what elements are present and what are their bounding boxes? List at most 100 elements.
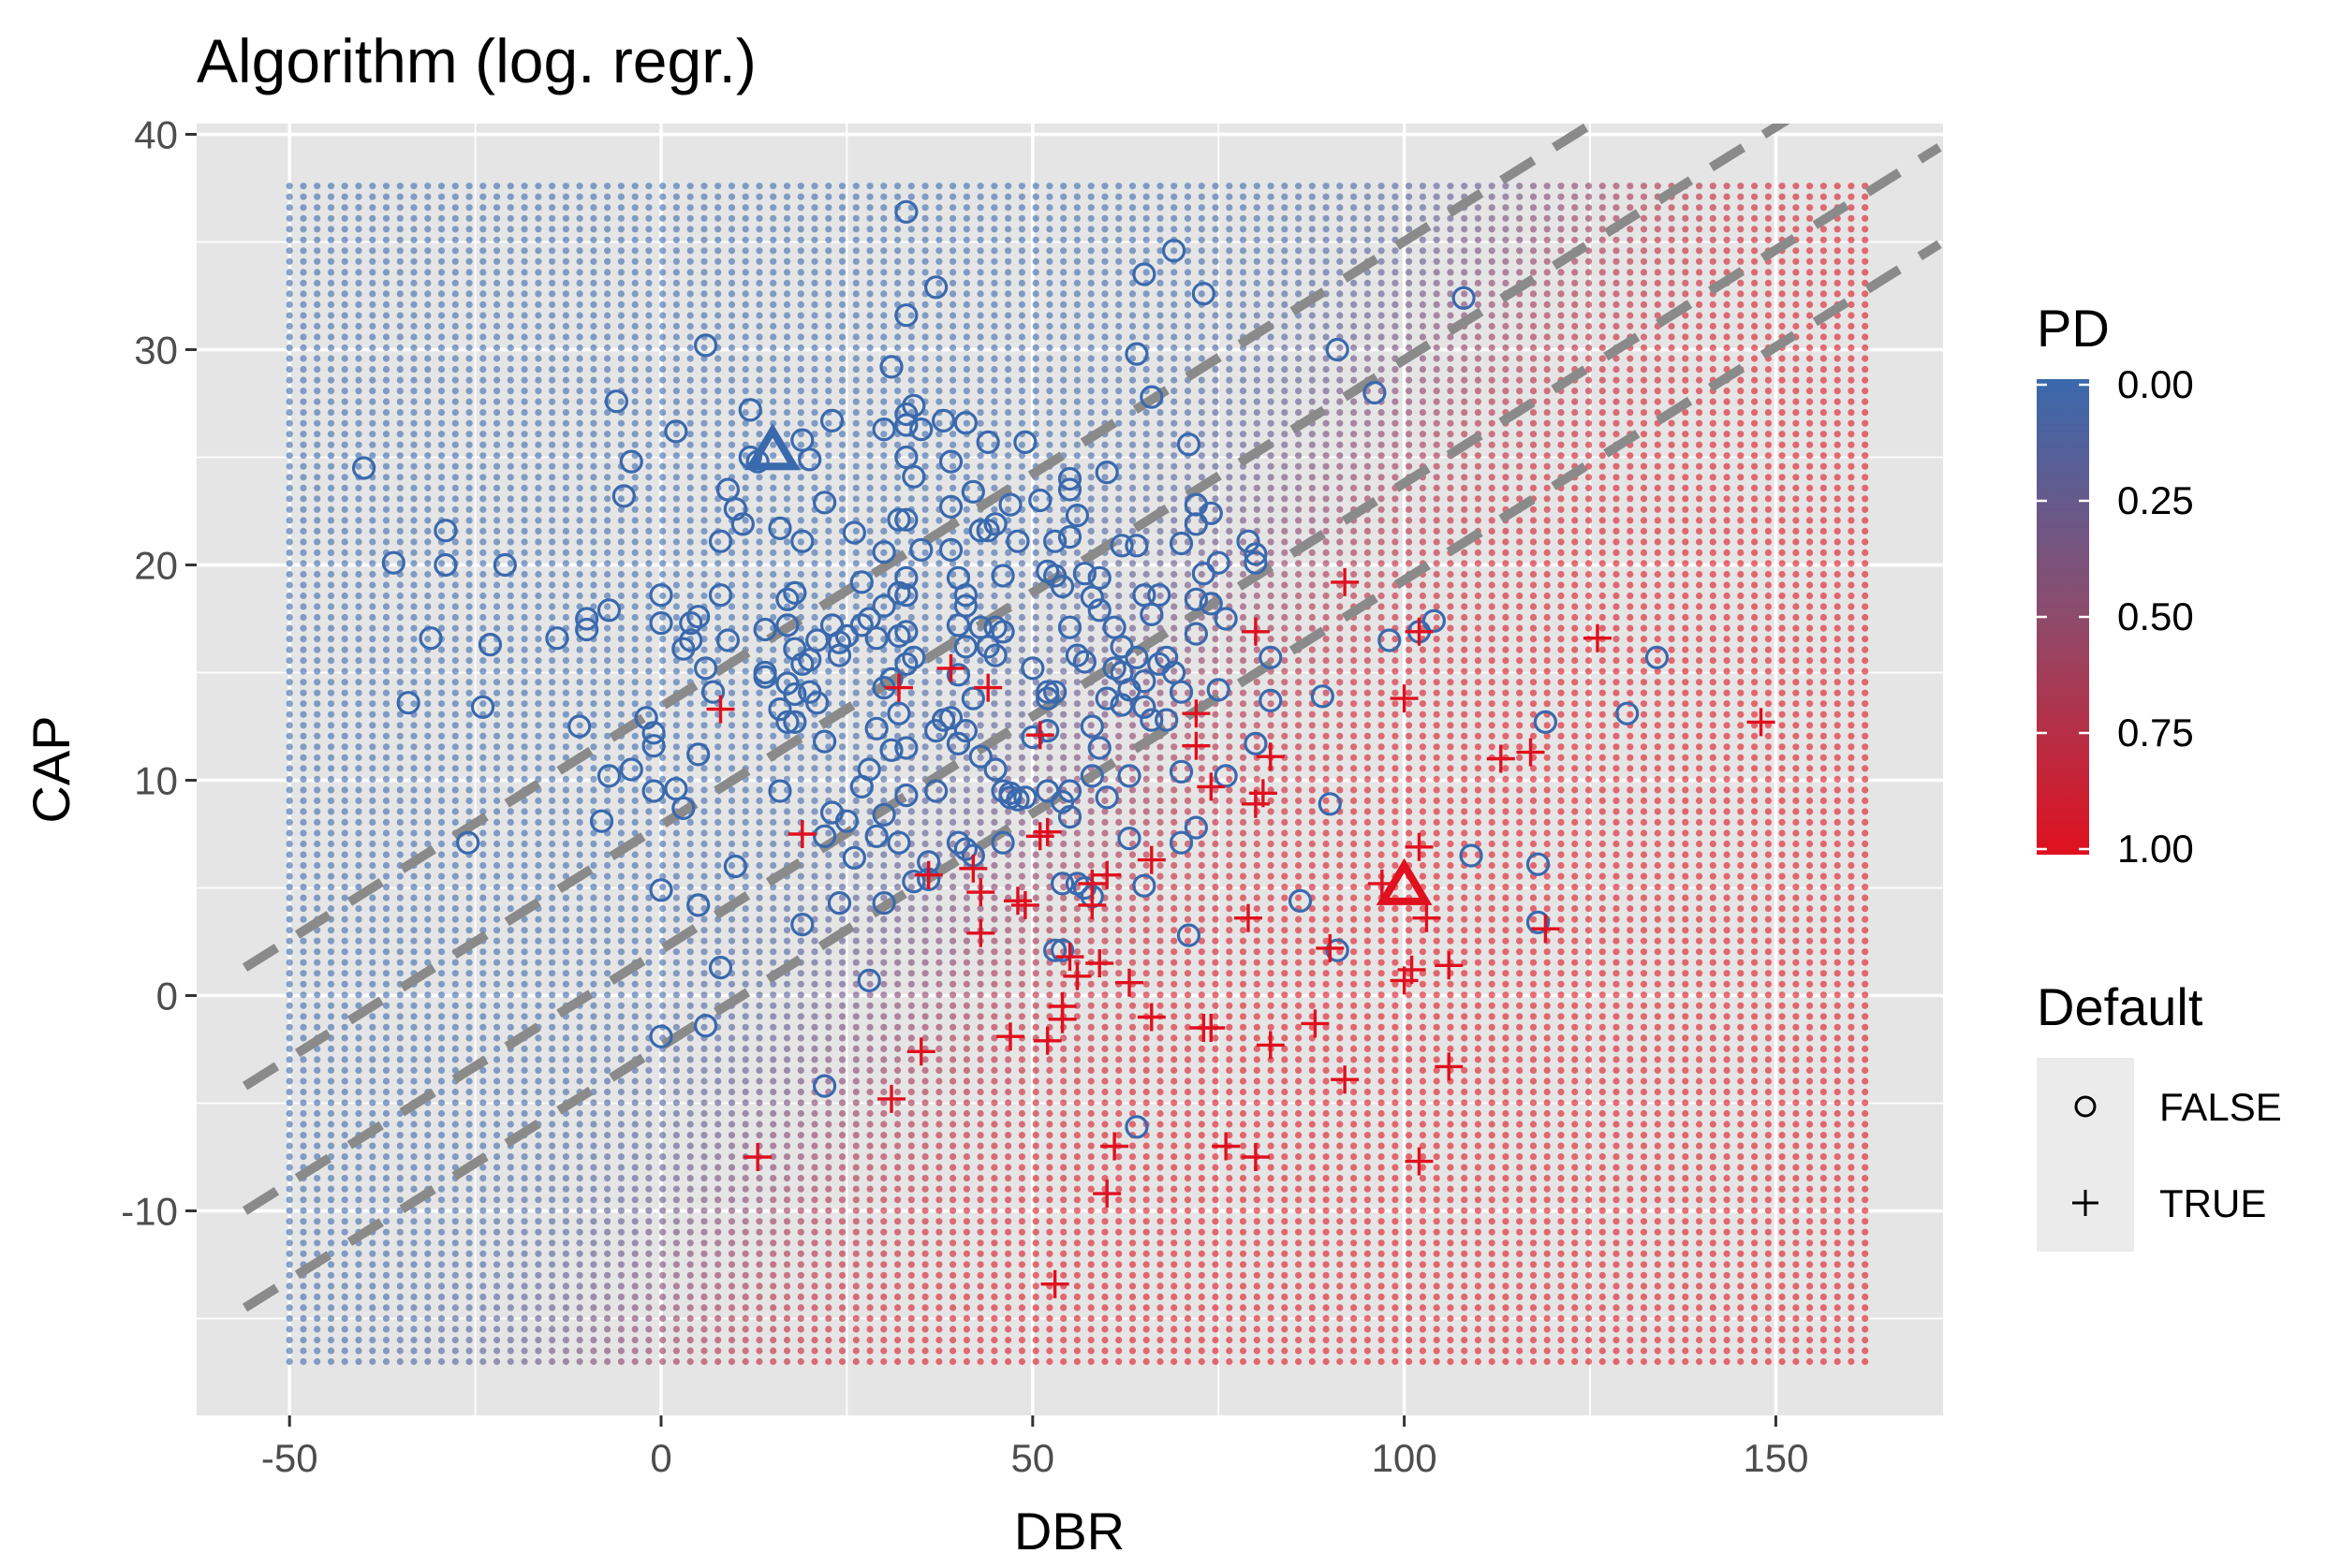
legend-default: Default FALSE TRUE [2037,977,2282,1252]
point-true [1316,933,1345,962]
contour-line [242,240,1942,1312]
point-false [1318,792,1342,816]
point-false [1021,656,1045,681]
legend-key-circle [2074,1095,2097,1118]
point-false [708,529,733,553]
plot-panel [197,124,1943,1415]
point-false [768,516,792,541]
point-false [1036,718,1060,743]
point-false [968,519,993,543]
point-true [1233,903,1262,932]
point-true [1114,968,1143,997]
point-false [596,598,622,623]
point-true [1197,772,1226,801]
point-false [813,824,837,848]
pd-background-grid [286,183,1869,1366]
point-true [1033,817,1062,846]
point-false [976,519,1000,543]
point-false [1117,826,1141,851]
point-false [738,398,762,422]
point-false [1095,686,1119,711]
point-false [1184,622,1209,646]
point-false [1072,562,1097,586]
point-false [478,632,503,657]
point-false [641,779,666,803]
point-false [604,389,628,414]
legend-pd-label: 1.00 [2117,827,2194,871]
point-false [1036,680,1060,704]
point-true [1040,1269,1069,1298]
point-false [470,695,495,719]
point-true [914,860,943,889]
point-false [872,418,896,442]
point-true [1248,779,1277,808]
point-false [1169,531,1194,556]
y-tick-label: 10 [134,759,178,803]
point-false [1244,542,1268,566]
point-false [909,537,934,563]
point-false [1199,592,1223,616]
point-false [968,744,993,769]
point-false [953,583,978,608]
legend-pd-label: 0.75 [2117,711,2194,755]
point-true [1531,915,1560,944]
chart-title: Algorithm (log. regr.) [197,26,757,95]
point-false [857,968,881,993]
point-false [1057,466,1082,491]
point-false [1043,529,1067,553]
point-false [1087,598,1112,623]
point-false [894,583,919,608]
point-true [877,1084,906,1113]
point-false [931,408,956,432]
y-tick-label: 40 [134,113,178,157]
point-false [596,764,622,788]
point-false [1199,501,1223,525]
point-false [946,731,971,756]
y-tick-label: 0 [156,975,178,1018]
point-false [708,583,733,608]
point-false [924,275,949,300]
legend-pd-label: 0.25 [2117,478,2194,522]
point-false [1169,830,1194,855]
point-true [1435,951,1464,980]
point-true [706,695,735,724]
point-false [575,607,599,631]
legend-default-label: FALSE [2159,1085,2282,1129]
point-true [1182,731,1211,760]
point-false [567,714,592,739]
point-false [983,512,1008,536]
point-false [694,656,718,681]
point-false [1191,282,1215,306]
point-false [783,710,807,735]
point-false [1325,337,1349,362]
point-false [1310,684,1334,709]
point-false [946,830,971,855]
point-false [1080,714,1104,739]
point-false [1155,708,1179,732]
point-true [966,878,995,907]
point-false [783,580,807,606]
point-false [961,479,985,504]
point-false [983,757,1008,782]
point-false [938,537,964,563]
point-false [1132,262,1156,286]
point-false [619,449,643,474]
point-false [1451,286,1476,310]
point-false [456,830,480,855]
point-true [1093,1180,1122,1209]
point-false [1095,461,1119,485]
point-false [1533,710,1558,735]
point-true [1331,567,1360,596]
point-true [1137,845,1166,874]
point-false [1214,607,1238,631]
point-false [894,303,919,328]
point-true [1256,742,1285,771]
point-false [1057,779,1082,803]
pd-contour-lines [242,124,1942,1312]
point-false [938,449,964,474]
point-true [1486,744,1515,773]
point-false [730,512,755,536]
point-false [641,721,666,745]
point-false [991,830,1015,855]
point-true [1025,822,1054,851]
